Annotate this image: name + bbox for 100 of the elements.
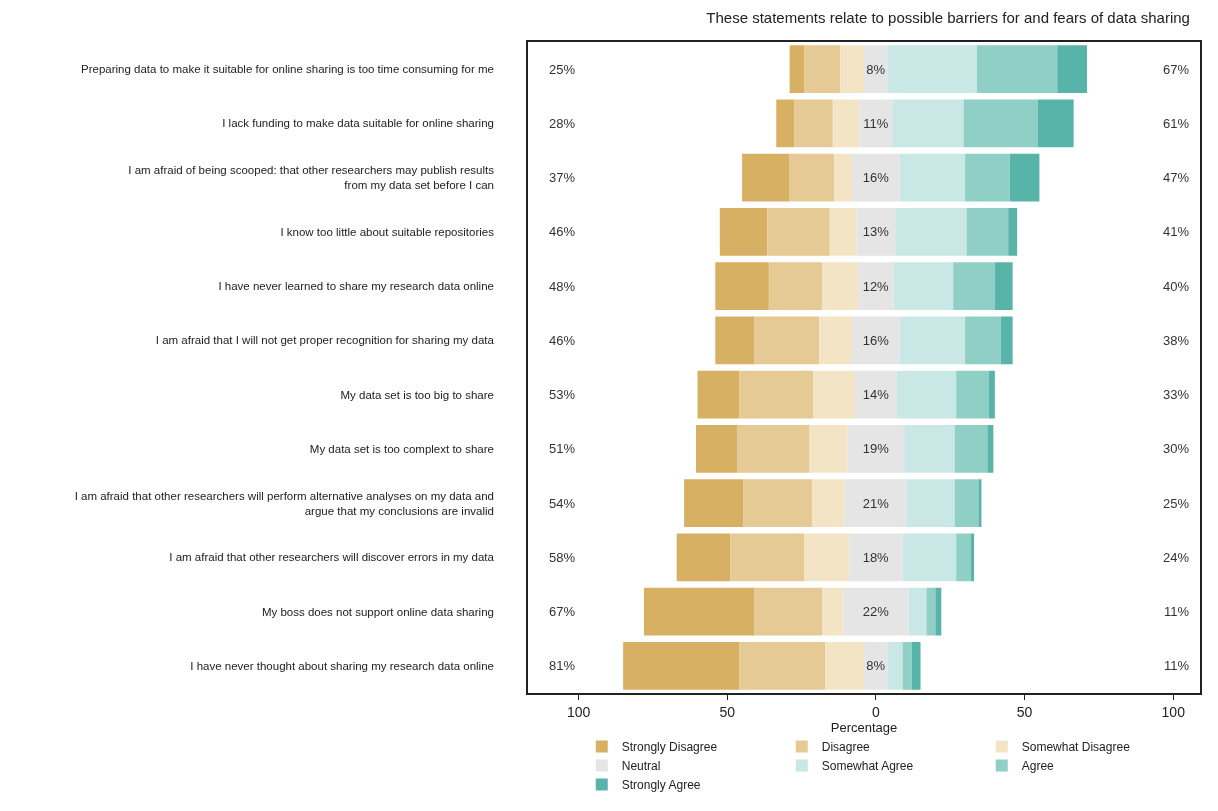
- bar: [1000, 316, 1013, 365]
- bar: [887, 642, 903, 690]
- bar: [730, 533, 805, 582]
- y-tick-label: Preparing data to make it suitable for online sharing is too time consuming for me: [81, 63, 494, 76]
- legend-label: Somewhat Disagree: [1021, 740, 1131, 755]
- bar: [832, 99, 860, 148]
- legend-label: Disagree: [821, 740, 871, 755]
- bar: [684, 479, 744, 527]
- data-label: 8%: [866, 61, 886, 77]
- annotation: 24%: [1163, 550, 1190, 565]
- y-tick-label: I have never learned to share my research data online: [218, 280, 494, 293]
- y-tick-label: I am afraid that other researchers will perform alternative analyses on my data and argue that my conclusions are invalid: [74, 489, 494, 517]
- bar: [956, 370, 989, 419]
- bar: [864, 642, 888, 690]
- bar: [753, 316, 820, 365]
- y-tick-label: My data set is too complext to share: [309, 442, 494, 455]
- bar: [896, 370, 957, 419]
- bar: [954, 425, 988, 473]
- annotation: 25%: [549, 62, 576, 77]
- bar: [847, 425, 905, 473]
- bar: [643, 587, 754, 636]
- annotation: 47%: [1163, 170, 1190, 185]
- bar: [963, 99, 1038, 148]
- bar: [864, 45, 888, 93]
- bar: [966, 208, 1009, 256]
- bar: [926, 587, 936, 636]
- legend-label: Somewhat Agree: [821, 759, 914, 774]
- y-tick-label: My boss does not support online data sharing: [261, 605, 494, 618]
- annotation: 53%: [549, 387, 576, 402]
- x-tick-label: 50: [1016, 703, 1033, 720]
- bar: [887, 45, 977, 93]
- bar: [956, 533, 972, 582]
- bar: [808, 425, 848, 473]
- bar: [904, 425, 955, 473]
- bar: [978, 479, 982, 527]
- bar: [953, 262, 995, 310]
- bar: [902, 642, 912, 690]
- bar: [739, 370, 814, 419]
- bar: [822, 587, 844, 636]
- bar: [804, 533, 850, 582]
- annotation: 40%: [1163, 279, 1190, 294]
- bar: [855, 370, 897, 419]
- y-tick-label: I am afraid that I will not get proper recognition for sharing my data: [155, 334, 495, 347]
- y-tick-label: I am afraid that other researchers will discover errors in my data: [169, 551, 495, 564]
- annotation: 81%: [549, 658, 576, 673]
- bar: [899, 316, 966, 365]
- bar: [1057, 45, 1088, 93]
- data-label: 14%: [862, 387, 890, 403]
- bar: [852, 153, 900, 202]
- legend-label: Strongly Agree: [621, 778, 701, 793]
- bar: [739, 642, 826, 690]
- bar: [768, 262, 823, 310]
- chart-title: These statements relate to possible barriers for and fears of data sharing: [706, 8, 1190, 26]
- bar: [1037, 99, 1074, 148]
- data-label: 13%: [862, 224, 890, 240]
- bar: [819, 316, 853, 365]
- bar: [676, 533, 731, 582]
- annotation: 46%: [549, 224, 576, 239]
- x-tick-label: 50: [719, 703, 736, 720]
- data-label: 19%: [862, 441, 890, 457]
- x-tick-label: 100: [566, 703, 591, 720]
- bar: [753, 587, 823, 636]
- bar: [825, 642, 864, 690]
- y-tick-label: I am afraid of being scooped: that other researchers may publish results from my data set before I can: [128, 164, 495, 192]
- y-tick-label: My data set is too big to share: [340, 388, 494, 401]
- data-label: 11%: [863, 115, 889, 131]
- bar: [715, 316, 754, 365]
- bar: [804, 45, 841, 93]
- bar: [789, 45, 805, 93]
- data-label: 16%: [862, 170, 890, 186]
- bar: [822, 262, 859, 310]
- annotation: 67%: [1163, 62, 1190, 77]
- bar: [843, 587, 909, 636]
- x-tick-label: 0: [871, 703, 880, 720]
- x-tick-label: 100: [1161, 703, 1186, 720]
- bar: [965, 153, 1010, 202]
- bar: [696, 425, 738, 473]
- annotation: 41%: [1163, 224, 1190, 239]
- data-label: 22%: [862, 604, 890, 620]
- annotation: 30%: [1163, 441, 1190, 456]
- bar: [623, 642, 740, 690]
- annotation: 51%: [549, 441, 576, 456]
- bar: [737, 425, 809, 473]
- annotation: 48%: [549, 279, 576, 294]
- bar: [988, 370, 995, 419]
- y-tick-label: I lack funding to make data suitable for online sharing: [222, 117, 494, 130]
- data-label: 18%: [862, 549, 890, 565]
- bar: [794, 99, 833, 148]
- bar: [907, 479, 955, 527]
- bar: [965, 316, 1001, 365]
- x-axis-title: Percentage: [830, 719, 898, 735]
- bar: [849, 533, 903, 582]
- bar: [954, 479, 979, 527]
- bar: [767, 208, 830, 256]
- bar: [811, 479, 845, 527]
- bar: [719, 208, 768, 256]
- annotation: 67%: [549, 604, 576, 619]
- bar: [911, 642, 921, 690]
- annotation: 25%: [1163, 496, 1190, 511]
- annotation: 54%: [549, 496, 576, 511]
